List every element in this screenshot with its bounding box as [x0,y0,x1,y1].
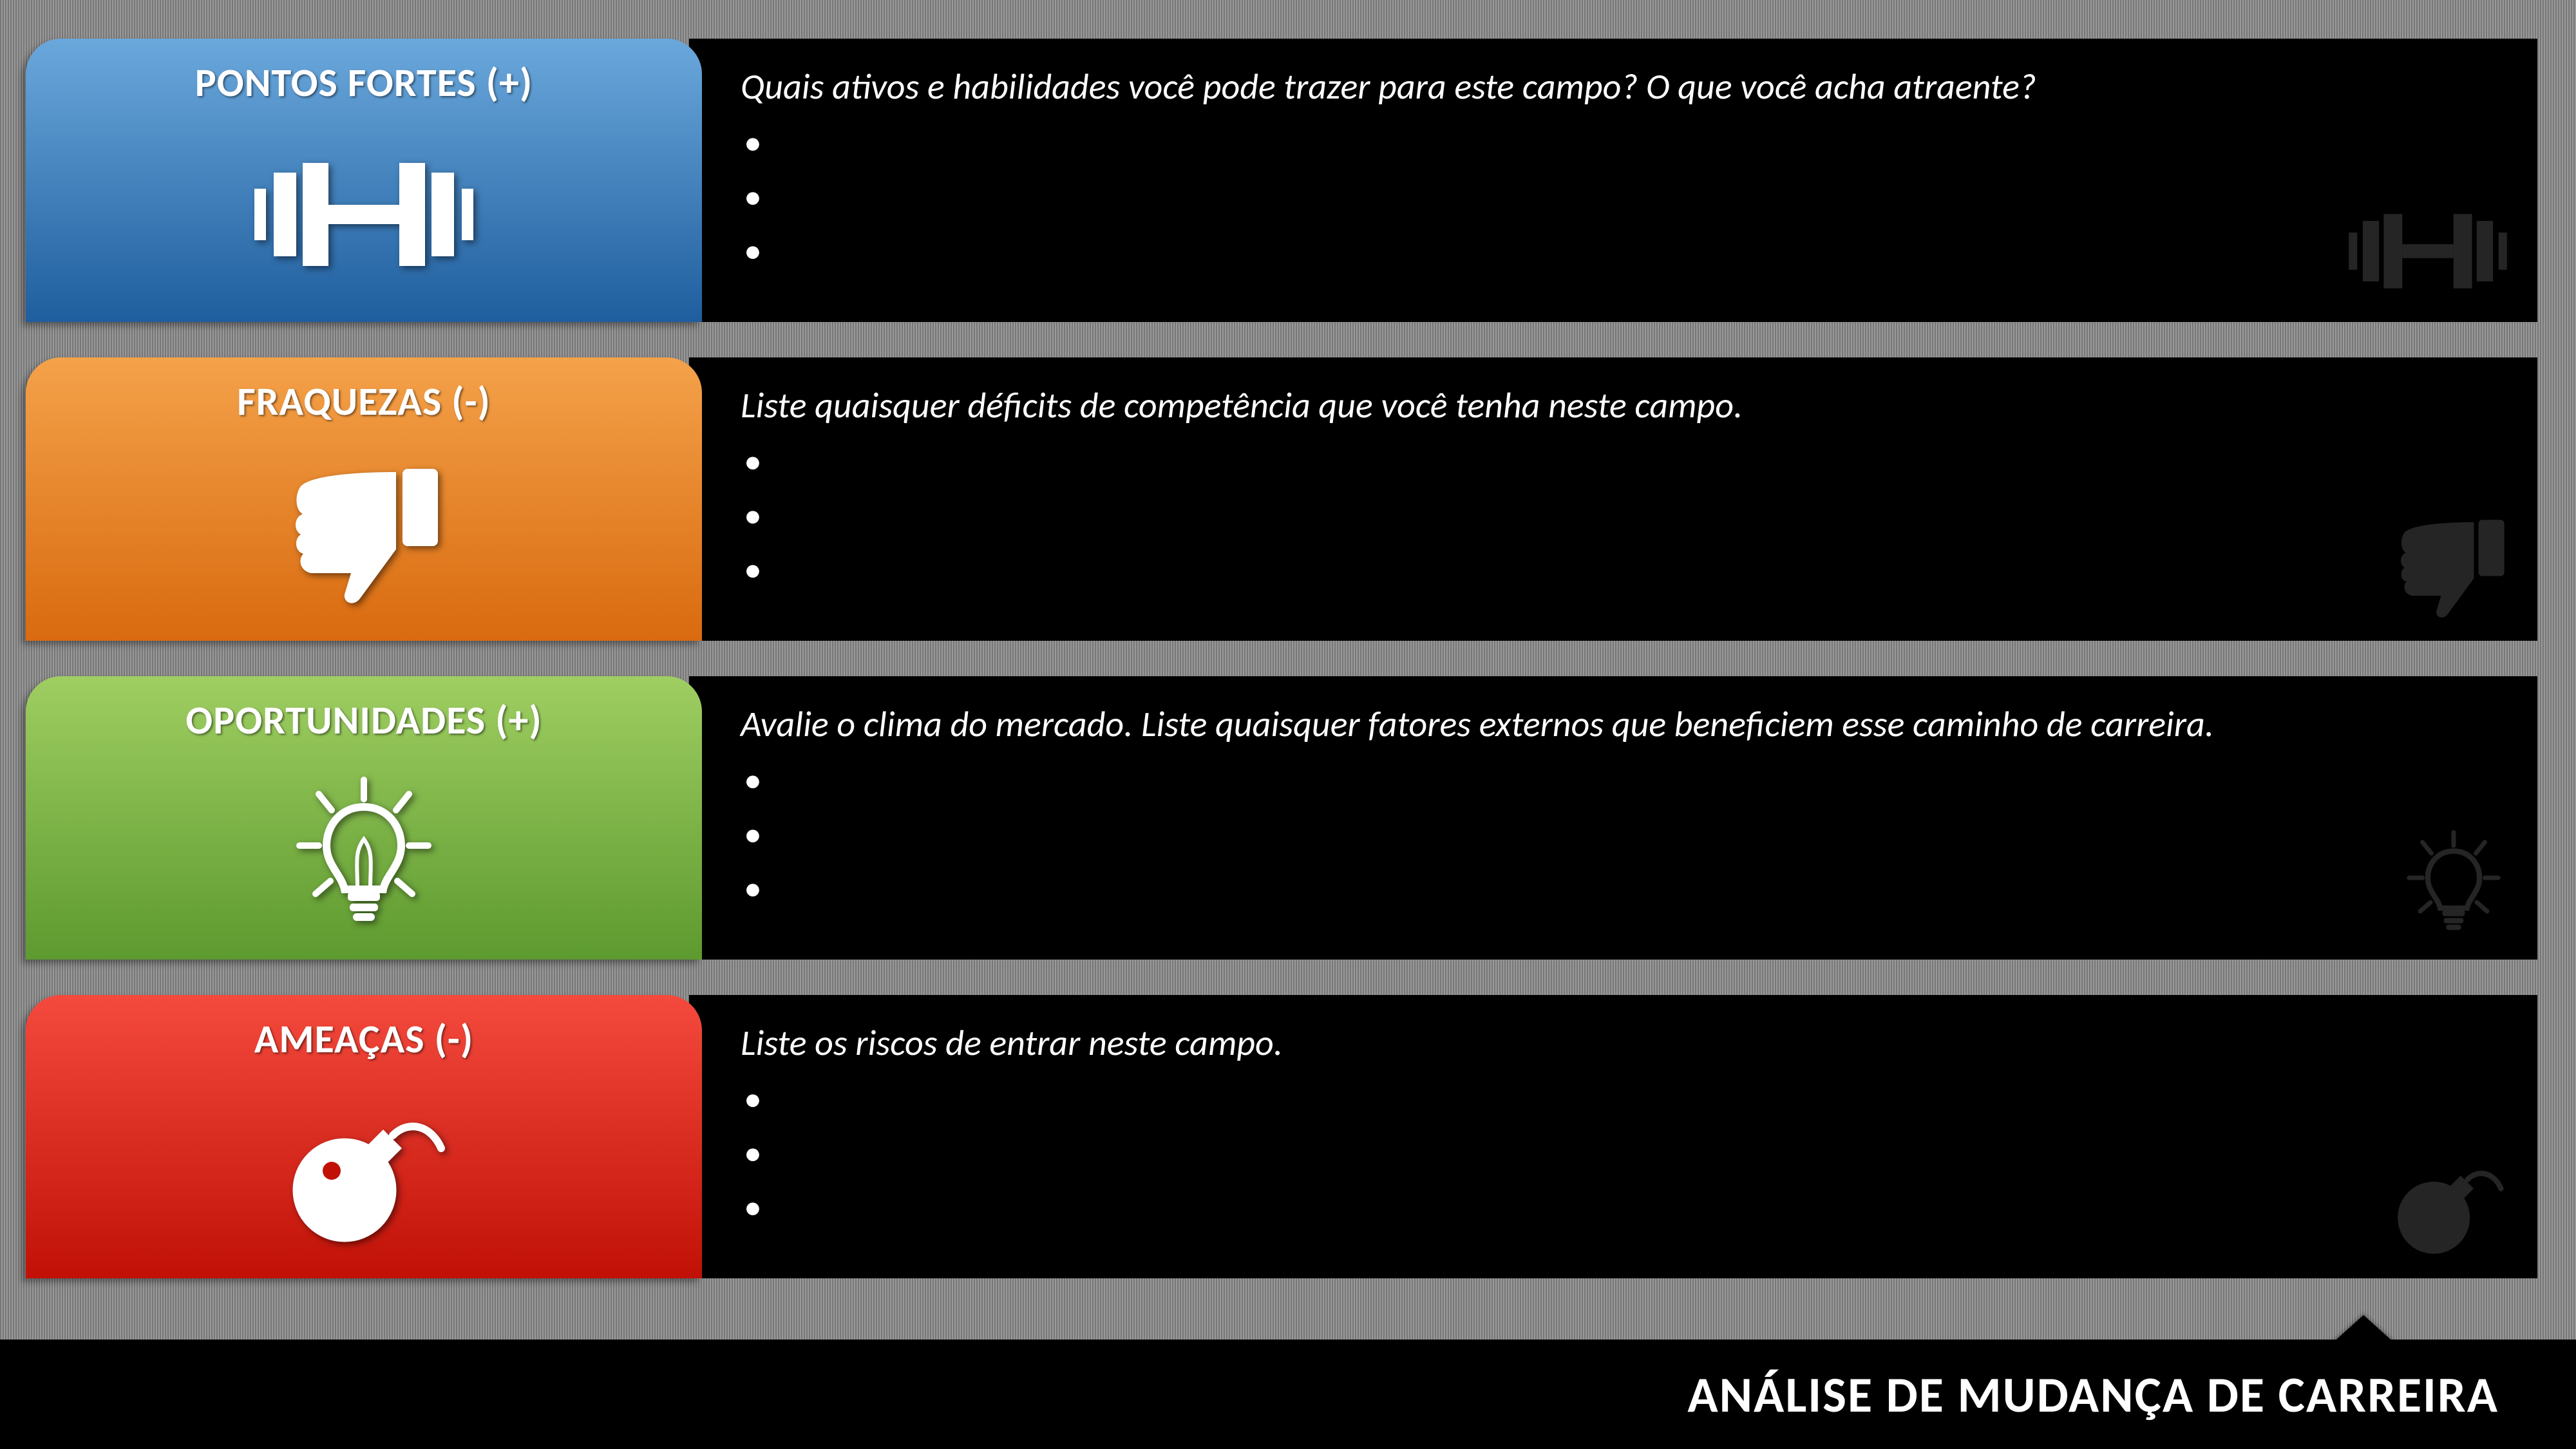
bullets-opportunities [741,753,2499,916]
tab-opportunities: OPORTUNIDADES (+) [26,676,702,960]
bullets-weaknesses [741,435,2499,597]
bullets-threats [741,1072,2499,1235]
footer-title: ANÁLISE DE MUDANÇA DE CARREIRA [1687,1364,2499,1425]
tab-weaknesses: FRAQUEZAS (-) [26,357,702,641]
content-threats: Liste os riscos de entrar neste campo. [689,995,2537,1278]
footer-notch [2331,1315,2396,1344]
content-weaknesses: Liste quaisquer déficits de competência … [689,357,2537,641]
thumbs-down-icon [280,426,448,641]
bomb-icon [274,1063,454,1278]
prompt-threats: Liste os riscos de entrar neste campo. [741,1021,2222,1066]
title-threats: AMEAÇAS (-) [254,1014,473,1063]
title-opportunities: OPORTUNIDADES (+) [185,696,542,744]
dumbbell-icon [2344,203,2512,303]
tab-strengths: PONTOS FORTES (+) [26,39,702,322]
prompt-opportunities: Avalie o clima do mercado. Liste quaisqu… [741,702,2222,747]
prompt-weaknesses: Liste quaisquer déficits de competência … [741,383,2222,428]
thumbs-down-icon [2389,515,2512,621]
dumbbell-icon [248,107,480,322]
row-opportunities: OPORTUNIDADES (+) [26,676,2537,960]
row-weaknesses: FRAQUEZAS (-) Liste quaisquer déficits d… [26,357,2537,641]
footer-bar: ANÁLISE DE MUDANÇA DE CARREIRA [0,1340,2576,1449]
lightbulb-icon [280,744,448,960]
row-strengths: PONTOS FORTES (+) Quais ativos e habili [26,39,2537,322]
title-strengths: PONTOS FORTES (+) [195,58,533,107]
content-opportunities: Avalie o clima do mercado. Liste quaisqu… [689,676,2537,960]
prompt-strengths: Quais ativos e habilidades você pode tra… [741,64,2222,109]
tab-threats: AMEAÇAS (-) [26,995,702,1278]
swot-rows: PONTOS FORTES (+) Quais ativos e habili [26,39,2537,1278]
content-strengths: Quais ativos e habilidades você pode tra… [689,39,2537,322]
row-threats: AMEAÇAS (-) Liste os riscos de entrar ne… [26,995,2537,1278]
bullets-strengths [741,116,2499,278]
title-weaknesses: FRAQUEZAS (-) [237,377,491,426]
bomb-icon [2383,1153,2512,1259]
lightbulb-icon [2396,828,2512,940]
